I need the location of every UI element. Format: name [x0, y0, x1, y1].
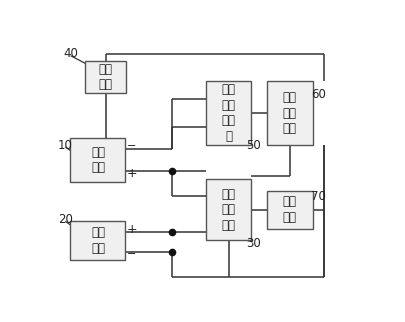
- Bar: [266, 81, 312, 145]
- Text: 10: 10: [58, 139, 72, 152]
- Bar: [266, 191, 312, 229]
- Text: 预充
电延
时模
块: 预充 电延 时模 块: [221, 83, 235, 143]
- Text: 50: 50: [245, 139, 260, 152]
- Text: 70: 70: [311, 190, 325, 203]
- Text: 可控
开关
模块: 可控 开关 模块: [221, 188, 235, 232]
- Text: 60: 60: [311, 88, 325, 101]
- Text: +: +: [127, 167, 137, 180]
- Text: 30: 30: [245, 237, 260, 250]
- Text: −: −: [127, 249, 136, 259]
- Text: 保护
控制
模块: 保护 控制 模块: [282, 91, 296, 135]
- Bar: [70, 222, 125, 260]
- Text: −: −: [127, 141, 136, 151]
- Text: 采集
模块: 采集 模块: [98, 63, 113, 91]
- Text: 负载
模块: 负载 模块: [282, 195, 296, 224]
- Text: 蓄电
池组: 蓄电 池组: [91, 146, 104, 175]
- Text: 20: 20: [58, 213, 72, 226]
- Bar: [85, 61, 126, 93]
- Bar: [205, 81, 251, 145]
- Text: +: +: [127, 223, 137, 236]
- Text: 40: 40: [63, 47, 78, 60]
- Text: 直流
电源: 直流 电源: [91, 226, 104, 255]
- Bar: [70, 138, 125, 183]
- Bar: [205, 179, 251, 240]
